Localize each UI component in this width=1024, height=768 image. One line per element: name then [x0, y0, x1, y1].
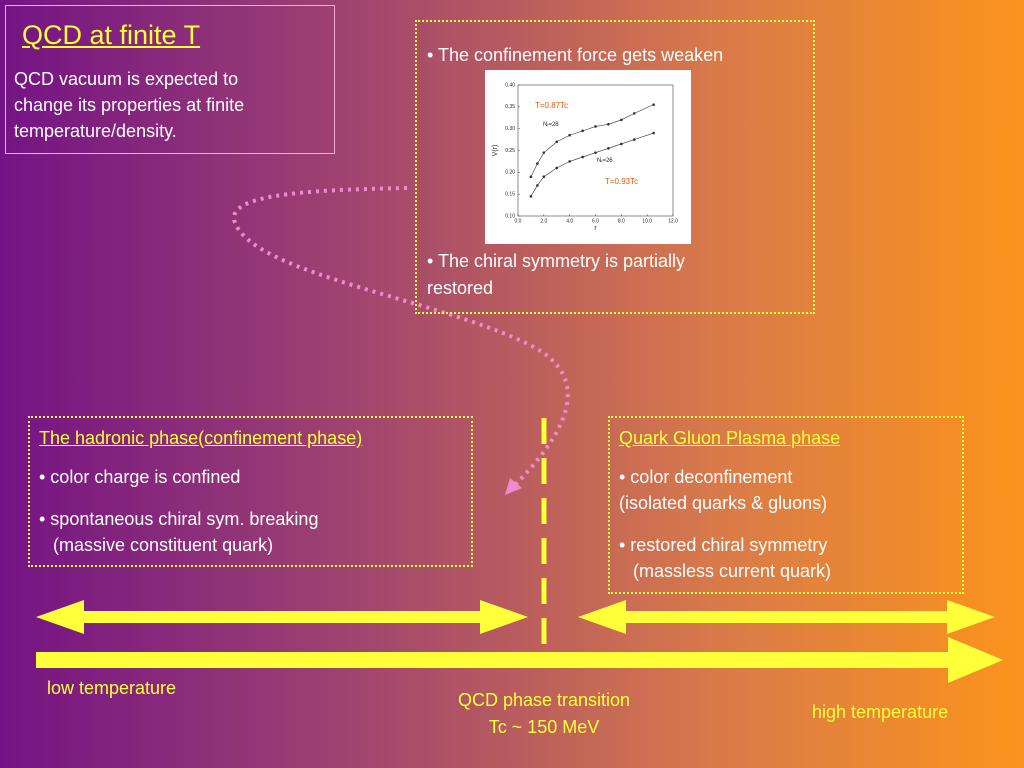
data-point	[632, 112, 636, 115]
x-tick-label: 0.0	[515, 218, 522, 224]
bullet: (massless current quark)	[633, 561, 832, 581]
x-tick-label: 8.0	[618, 218, 625, 224]
qgp-box	[608, 416, 964, 594]
label-rest: =28	[548, 122, 559, 128]
label-main: N	[543, 122, 547, 128]
label-rest: =26	[602, 158, 613, 164]
upper-box	[415, 20, 815, 314]
x-tick-label: 12.0	[668, 218, 678, 224]
bullet: • The chiral symmetry is partially	[427, 251, 686, 271]
data-point	[652, 131, 655, 135]
x-tick-label: 6.0	[592, 218, 599, 224]
label-main: N	[597, 158, 601, 164]
intro-line: QCD vacuum is expected to	[14, 69, 239, 89]
series-label: Nt=28	[543, 122, 559, 128]
data-point	[620, 118, 623, 122]
x-axis-label: r	[594, 225, 597, 232]
bullet: • The confinement force gets weaken	[427, 45, 724, 65]
data-point	[555, 166, 559, 170]
y-axis-label: V(r)	[492, 145, 499, 157]
data-point	[594, 151, 597, 154]
x-tick-label: 10.0	[642, 218, 652, 224]
data-point	[568, 133, 571, 137]
data-point	[594, 125, 597, 128]
heading: Quark Gluon Plasma phase	[619, 428, 841, 448]
intro-line: change its properties at finite	[14, 95, 245, 115]
data-point	[607, 123, 610, 126]
bullet: • color deconfinement	[619, 467, 793, 487]
title: QCD at finite T	[22, 20, 201, 50]
bullet: • color charge is confined	[39, 467, 241, 487]
bullet: • restored chiral symmetry	[619, 535, 828, 555]
high-label: high temperature	[812, 702, 949, 722]
low-arrow	[36, 600, 528, 634]
high-arrow	[578, 600, 995, 634]
y-tick-label: 0.40	[505, 82, 515, 88]
data-point	[555, 140, 559, 144]
data-point	[529, 175, 533, 178]
y-tick-label: 0.35	[505, 104, 515, 110]
y-tick-label: 0.25	[505, 148, 515, 154]
label-sub: t	[601, 159, 603, 164]
bullet: • spontaneous chiral sym. breaking	[39, 509, 319, 529]
data-point	[542, 175, 546, 178]
data-point	[652, 103, 655, 106]
bullet: (massive constituent quark)	[53, 535, 274, 555]
x-tick-label: 4.0	[566, 218, 573, 224]
data-point	[529, 195, 533, 198]
data-point	[568, 160, 571, 163]
bullet: (isolated quarks & gluons)	[619, 493, 828, 513]
fit-line	[530, 104, 654, 177]
y-tick-label: 0.20	[505, 170, 515, 176]
fit-line	[530, 132, 654, 197]
annotation: T=0.87Tc	[535, 101, 568, 110]
data-point	[581, 129, 584, 133]
pointer-head	[505, 478, 522, 495]
intro-box	[5, 5, 335, 154]
hadronic-box	[28, 416, 473, 567]
y-tick-label: 0.10	[505, 213, 515, 219]
temperature-arrow	[36, 637, 1003, 683]
low-label: low temperature	[47, 678, 177, 698]
data-point	[607, 147, 610, 150]
data-point	[581, 155, 584, 159]
heading: The hadronic phase(confinement phase)	[39, 428, 363, 448]
y-tick-label: 0.30	[505, 126, 515, 132]
data-point	[536, 184, 539, 187]
data-point	[620, 142, 623, 146]
transition-label: Tc ~ 150 MeV	[488, 717, 600, 737]
transition-label: QCD phase transition	[457, 690, 631, 710]
data-point	[536, 162, 539, 165]
data-point	[632, 138, 636, 141]
annotation: T=0.93Tc	[605, 177, 638, 186]
intro-line: temperature/density.	[14, 121, 177, 141]
label-sub: t	[547, 123, 549, 128]
pointer-curve	[232, 186, 570, 490]
y-tick-label: 0.15	[505, 191, 515, 197]
data-point	[542, 151, 546, 154]
bullet: restored	[427, 278, 494, 298]
figure: 0.0 2.0 4.0 6.0 8.0 10.0 12.0 0.10 0.15 0.20 0.25 0…	[485, 70, 691, 244]
series-label: Nt=26	[597, 158, 613, 164]
x-tick-label: 2.0	[540, 218, 547, 224]
